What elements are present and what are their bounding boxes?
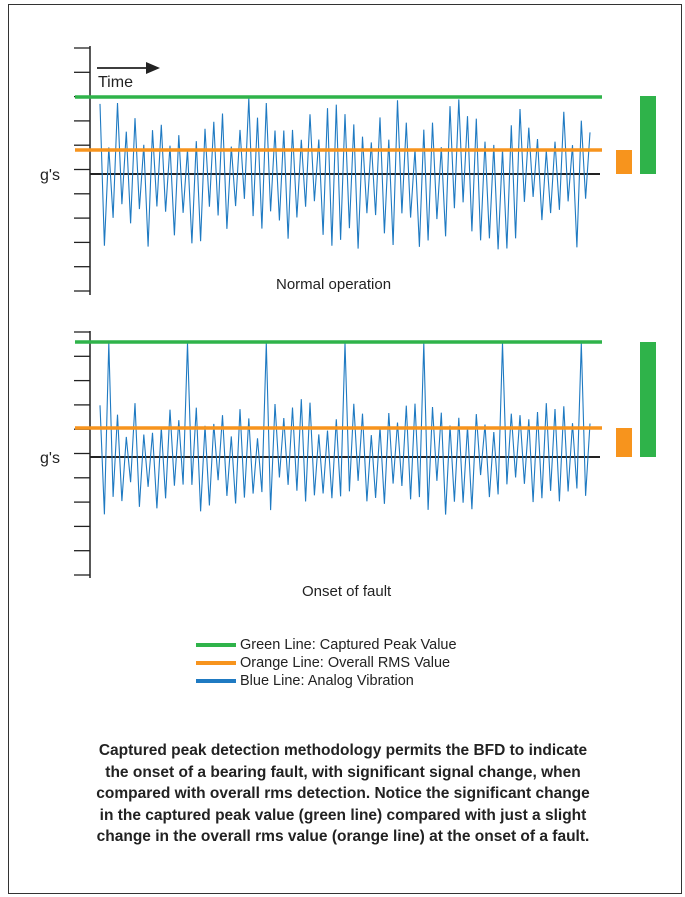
peak-value-bar [640,96,656,174]
orange-swatch-icon [196,661,236,665]
caption-line: the onset of a bearing fault, with signi… [105,763,581,781]
caption-line: in the captured peak value (green line) … [99,806,587,824]
time-label: Time [98,74,133,91]
green-swatch-icon [196,643,236,647]
rms-value-bar [616,150,632,174]
caption-line: Captured peak detection methodology perm… [98,742,588,759]
legend-item-vibration: Blue Line: Analog Vibration [196,672,457,690]
panel-title-onset-of-fault: Onset of fault [302,583,392,600]
y-axis-label: g's [40,167,60,184]
y-axis-ticks [74,331,90,576]
peak-value-bar [640,342,656,457]
legend-label: Orange Line: Overall RMS Value [240,655,451,671]
caption-line: compared with overall rms detection. Not… [96,785,590,802]
y-axis-ticks [74,47,90,292]
time-arrow-head-icon [146,62,160,74]
legend: Green Line: Captured Peak Value Orange L… [196,636,457,690]
rms-value-bar [616,428,632,457]
panel-normal-operation: Time g's [40,46,656,295]
y-axis-label: g's [40,450,60,467]
panel-title-normal-operation: Normal operation [276,276,392,293]
figure-caption: Captured peak detection methodology perm… [30,740,656,848]
panel-onset-of-fault: g's [40,331,656,578]
legend-label: Blue Line: Analog Vibration [240,673,414,689]
legend-item-peak: Green Line: Captured Peak Value [196,636,457,654]
caption-line: change in the overall rms value (orange … [96,828,590,845]
legend-item-rms: Orange Line: Overall RMS Value [196,654,457,672]
analog-vibration-line [99,98,591,250]
blue-swatch-icon [196,679,236,683]
legend-label: Green Line: Captured Peak Value [240,637,457,653]
figure-frame [8,4,682,894]
